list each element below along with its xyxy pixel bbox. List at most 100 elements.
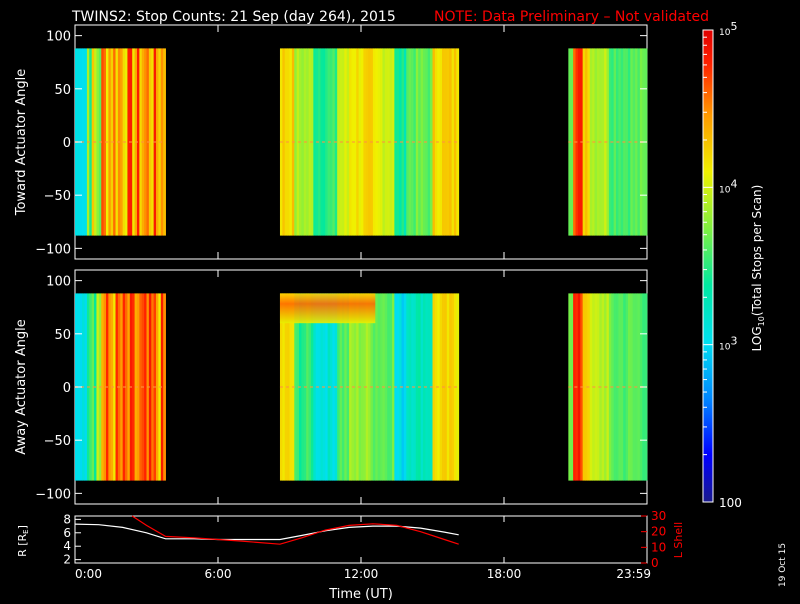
- heatmap-column: [589, 293, 593, 481]
- heatmap-column: [368, 293, 371, 481]
- orbit-y2tick-label: 0: [651, 556, 659, 570]
- heatmap-column: [325, 293, 329, 481]
- panel-toward-heatmap: 100 50 0 −50 −100 Toward Actuator Angle: [14, 24, 648, 260]
- heatmap-column: [318, 293, 321, 481]
- heatmap-column: [439, 293, 443, 481]
- heatmap-column: [113, 48, 116, 236]
- heatmap-column: [101, 48, 104, 236]
- series-line-R: [74, 523, 459, 541]
- heatmap-column: [115, 48, 119, 236]
- heatmap-column: [613, 293, 617, 481]
- heatmap-column: [313, 48, 317, 236]
- heatmap-column: [389, 48, 393, 236]
- heatmap-column: [103, 48, 107, 236]
- heatmap-column: [596, 48, 600, 236]
- heatmap-column: [632, 48, 636, 236]
- ytick-label: 100: [46, 275, 71, 290]
- heatmap-column: [451, 48, 455, 236]
- heatmap-column: [115, 293, 119, 481]
- heatmap-column: [377, 48, 381, 236]
- xtick-label: 23:59: [616, 567, 651, 581]
- xtick-label: 0:00: [75, 567, 102, 581]
- heatmap-column: [308, 48, 312, 236]
- heatmap-column: [368, 48, 371, 236]
- colorbar-tick-label: 103: [719, 335, 737, 353]
- heatmap-column: [120, 48, 124, 236]
- heatmap-column: [332, 48, 336, 236]
- heatmap-column: [594, 293, 598, 481]
- series-line-L-shell: [131, 515, 459, 545]
- orbit-ylabel: R [RE]: [16, 525, 30, 557]
- heatmap-column: [337, 293, 340, 481]
- heatmap-column: [337, 48, 340, 236]
- panel-frame: [74, 515, 648, 564]
- heatmap-column: [160, 48, 164, 236]
- heatmap-column: [456, 48, 460, 236]
- heatmap-column: [318, 48, 321, 236]
- ytick-label: 50: [54, 328, 71, 343]
- heatmap-column: [282, 293, 286, 481]
- heatmap-column: [396, 48, 400, 236]
- heatmap-column: [396, 293, 400, 481]
- heatmap-column: [451, 293, 455, 481]
- orbit-y2label: L Shell: [672, 522, 685, 558]
- heatmap-column: [282, 48, 286, 236]
- chart-note: NOTE: Data Preliminary – Not validated: [434, 9, 709, 25]
- heatmap-column: [332, 293, 336, 481]
- heatmap-column: [148, 293, 152, 481]
- heatmap-column: [306, 48, 309, 236]
- heatmap-column: [125, 293, 128, 481]
- heatmap-column: [415, 293, 419, 481]
- heatmap-column: [103, 293, 107, 481]
- heatmap-column: [403, 48, 407, 236]
- heatmap-column: [160, 293, 164, 481]
- heatmap-column: [151, 293, 155, 481]
- heatmap-column: [637, 48, 641, 236]
- colorbar-tick-label: 104: [719, 177, 737, 195]
- heatmap-column: [344, 293, 348, 481]
- heatmap-column: [113, 293, 116, 481]
- heatmap-column: [156, 48, 159, 236]
- toward-ylabel: Toward Actuator Angle: [14, 69, 29, 216]
- heatmap-column: [120, 293, 124, 481]
- heatmap-column: [356, 48, 360, 236]
- heatmap-column: [84, 293, 88, 481]
- heatmap-column: [136, 293, 140, 481]
- heatmap-column: [136, 48, 140, 236]
- heatmap-column: [432, 48, 436, 236]
- heatmap-column: [384, 48, 388, 236]
- heatmap-column: [380, 293, 383, 481]
- heatmap-column: [132, 293, 135, 481]
- heatmap-column: [127, 293, 131, 481]
- heatmap-column: [306, 293, 309, 481]
- xaxis-label: Time (UT): [328, 587, 393, 600]
- colorbar: 100 103 104 105 LOG10(Total Stops per Scan): [702, 20, 766, 510]
- heatmap-column: [139, 293, 143, 481]
- heatmap-column: [148, 48, 152, 236]
- heatmap-column: [356, 293, 360, 481]
- heatmap-column: [156, 293, 159, 481]
- upper-angle-band: [279, 293, 376, 324]
- heatmap-column: [144, 293, 147, 481]
- heatmap-column: [372, 48, 376, 236]
- heatmap-column: [349, 48, 352, 236]
- heatmap-column: [582, 293, 586, 481]
- heatmap-column: [608, 48, 612, 236]
- heatmap-column: [325, 48, 329, 236]
- heatmap-column: [594, 48, 598, 236]
- heatmap-column: [620, 293, 624, 481]
- heatmap-column: [601, 48, 605, 236]
- heatmap-column: [596, 293, 600, 481]
- heatmap-column: [427, 48, 431, 236]
- heatmap-column: [308, 293, 312, 481]
- heatmap-column: [301, 48, 305, 236]
- heatmap-column: [389, 293, 393, 481]
- colorbar-tick-label: 105: [719, 20, 737, 38]
- heatmap-column: [289, 293, 293, 481]
- xtick-label: 18:00: [487, 567, 522, 581]
- heatmap-column: [151, 48, 155, 236]
- heatmap-column: [620, 48, 624, 236]
- heatmap-column: [377, 293, 381, 481]
- ytick-label: −100: [35, 487, 71, 502]
- heatmap-column: [139, 48, 143, 236]
